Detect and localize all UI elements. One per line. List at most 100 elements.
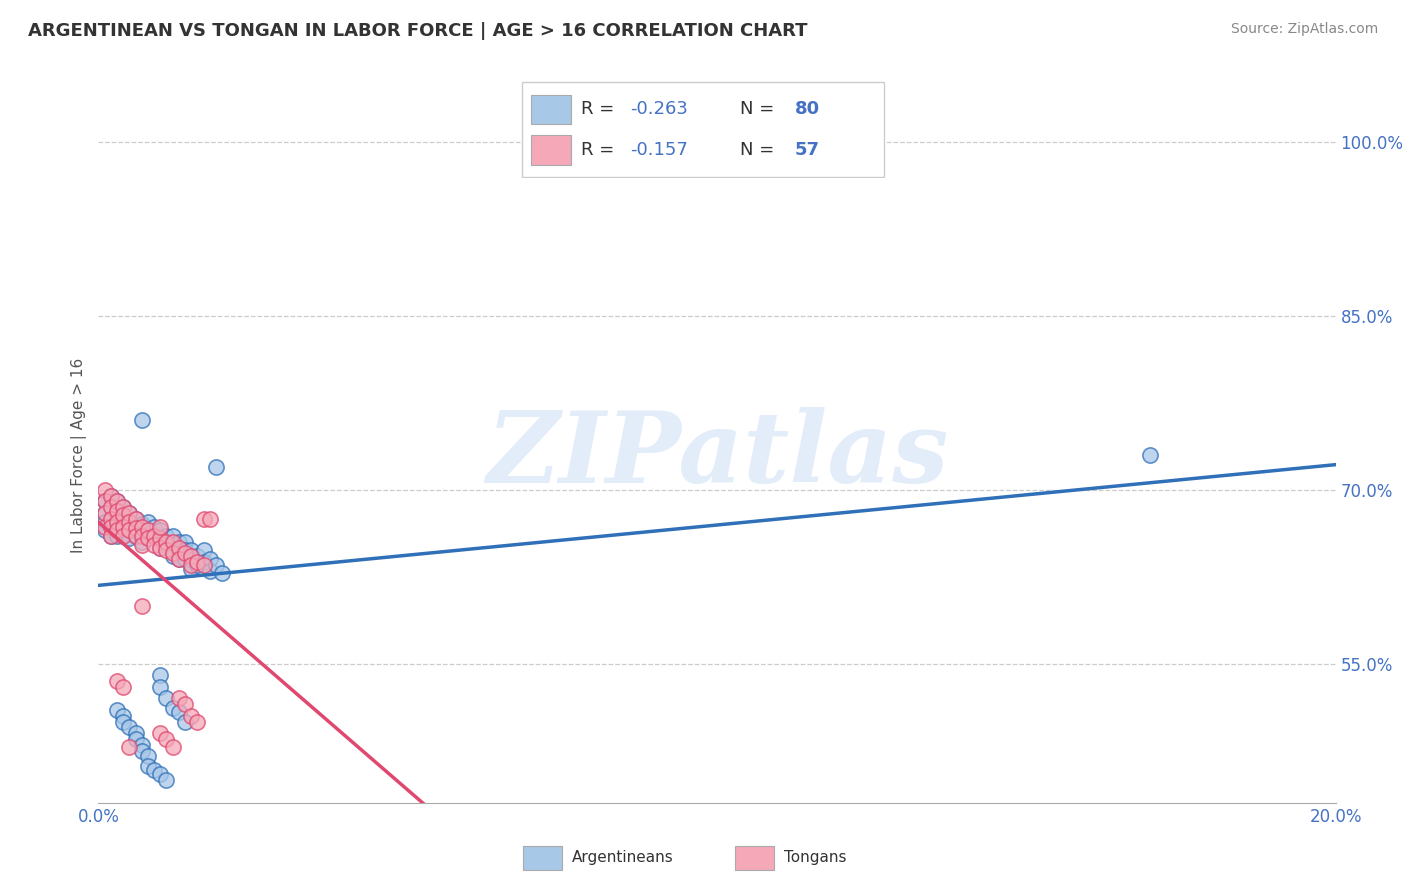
Text: 80: 80 — [794, 100, 820, 119]
Point — [118, 721, 141, 735]
Point — [174, 546, 197, 560]
Point — [131, 538, 153, 552]
Point — [112, 714, 135, 729]
Point — [112, 517, 135, 532]
Point — [149, 532, 172, 546]
Point — [155, 534, 177, 549]
Point — [105, 529, 128, 543]
Point — [162, 538, 184, 552]
Point — [198, 564, 221, 578]
Point — [143, 520, 166, 534]
Point — [155, 772, 177, 787]
Point — [1139, 448, 1161, 462]
Point — [105, 503, 128, 517]
Point — [167, 691, 190, 706]
Point — [136, 532, 159, 546]
Point — [143, 538, 166, 552]
Point — [118, 532, 141, 546]
Point — [124, 521, 146, 535]
Point — [167, 706, 190, 720]
Point — [136, 523, 159, 537]
Point — [167, 534, 190, 549]
Point — [186, 714, 208, 729]
Point — [186, 558, 208, 573]
Point — [180, 708, 202, 723]
Point — [124, 520, 146, 534]
Point — [162, 534, 184, 549]
Point — [105, 515, 128, 529]
Point — [149, 541, 172, 555]
Point — [131, 529, 153, 543]
Point — [136, 749, 159, 764]
Point — [118, 740, 141, 755]
Bar — [531, 95, 571, 124]
Point — [136, 523, 159, 537]
Point — [149, 520, 172, 534]
Point — [112, 708, 135, 723]
Y-axis label: In Labor Force | Age > 16: In Labor Force | Age > 16 — [72, 358, 87, 552]
Point — [100, 500, 122, 514]
Point — [131, 744, 153, 758]
Point — [205, 558, 228, 573]
Point — [100, 520, 122, 534]
Point — [155, 731, 177, 746]
Point — [136, 758, 159, 772]
Point — [193, 558, 215, 573]
Point — [100, 520, 122, 534]
Point — [112, 529, 135, 543]
Text: -0.157: -0.157 — [630, 141, 688, 159]
Point — [162, 546, 184, 560]
Point — [105, 523, 128, 537]
Text: N =: N = — [740, 100, 779, 119]
Point — [193, 555, 215, 569]
Point — [131, 517, 153, 532]
Point — [112, 500, 135, 514]
Point — [136, 532, 159, 546]
Point — [149, 523, 172, 537]
Point — [100, 529, 122, 543]
Point — [167, 552, 190, 566]
Point — [124, 731, 146, 746]
Point — [198, 511, 221, 525]
Text: N =: N = — [740, 141, 779, 159]
Point — [174, 534, 197, 549]
Point — [180, 552, 202, 566]
Point — [100, 489, 122, 503]
Bar — [523, 846, 562, 870]
Point — [118, 523, 141, 537]
Point — [131, 520, 153, 534]
Point — [131, 534, 153, 549]
Point — [131, 738, 153, 752]
Point — [193, 511, 215, 525]
Point — [100, 511, 122, 525]
Point — [186, 555, 208, 569]
Point — [93, 494, 115, 508]
Point — [100, 500, 122, 514]
Point — [93, 506, 115, 520]
Point — [93, 515, 115, 529]
Point — [118, 506, 141, 520]
Point — [211, 566, 233, 581]
Bar — [531, 136, 571, 165]
Point — [167, 541, 190, 555]
Point — [131, 599, 153, 613]
Point — [93, 483, 115, 497]
Point — [149, 668, 172, 682]
Bar — [734, 846, 773, 870]
Point — [198, 552, 221, 566]
Point — [174, 714, 197, 729]
Point — [186, 549, 208, 563]
Point — [105, 503, 128, 517]
Point — [149, 766, 172, 781]
Point — [174, 698, 197, 712]
Point — [105, 511, 128, 525]
Point — [162, 529, 184, 543]
Point — [124, 511, 146, 525]
Point — [136, 515, 159, 529]
Point — [100, 511, 122, 525]
Point — [162, 549, 184, 563]
Point — [205, 459, 228, 474]
Point — [162, 700, 184, 714]
Point — [112, 520, 135, 534]
Point — [167, 543, 190, 558]
